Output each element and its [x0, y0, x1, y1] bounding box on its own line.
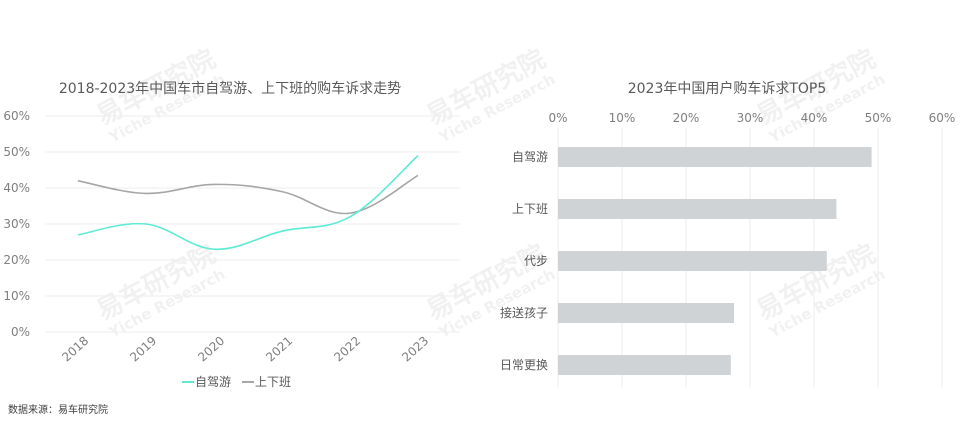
line-y-tick: 30% — [3, 217, 30, 231]
line-y-tick: 60% — [3, 109, 30, 123]
bar-category-label: 上下班 — [512, 202, 548, 216]
line-y-tick: 20% — [3, 253, 30, 267]
bar-自驾游 — [558, 147, 872, 167]
bar-日常更换 — [558, 355, 731, 375]
bar-x-tick: 40% — [801, 111, 828, 125]
line-y-tick: 50% — [3, 145, 30, 159]
line-y-tick: 10% — [3, 289, 30, 303]
line-y-tick: 0% — [11, 325, 30, 339]
bar-x-tick: 60% — [929, 111, 956, 125]
line-x-tick: 2018 — [59, 334, 91, 365]
bar-category-label: 自驾游 — [512, 150, 548, 164]
line-x-tick: 2019 — [127, 334, 159, 365]
bar-代步 — [558, 251, 827, 271]
bar-x-tick: 30% — [737, 111, 764, 125]
bar-chart-title: 2023年中国用户购车诉求TOP5 — [628, 80, 827, 97]
bar-category-label: 代步 — [524, 254, 548, 268]
line-chart-title: 2018-2023年中国车市自驾游、上下班的购车诉求走势 — [59, 80, 401, 97]
bar-x-tick: 50% — [865, 111, 892, 125]
bar-x-tick: 0% — [548, 111, 567, 125]
bar-category-label: 接送孩子 — [500, 305, 548, 320]
bar-x-tick: 20% — [673, 111, 700, 125]
bar-category-label: 日常更换 — [500, 358, 548, 372]
legend-label: 上下班 — [255, 375, 291, 389]
line-series-上下班 — [77, 174, 419, 215]
source-note: 数据来源：易车研究院 — [8, 403, 108, 416]
line-x-tick: 2021 — [263, 334, 295, 365]
bar-上下班 — [558, 199, 837, 219]
line-x-tick: 2022 — [331, 334, 363, 365]
line-x-tick: 2023 — [399, 334, 431, 365]
legend-label: 自驾游 — [195, 375, 231, 389]
line-y-tick: 40% — [3, 181, 30, 195]
line-chart: 0% 10% 20% 30% 40% 50% 60% 2018 2019 2020 2021 2022… — [3, 109, 460, 389]
bar-接送孩子 — [558, 303, 734, 323]
bar-x-tick: 10% — [609, 111, 636, 125]
line-series-自驾游 — [77, 155, 419, 251]
line-x-tick: 2020 — [195, 334, 227, 365]
